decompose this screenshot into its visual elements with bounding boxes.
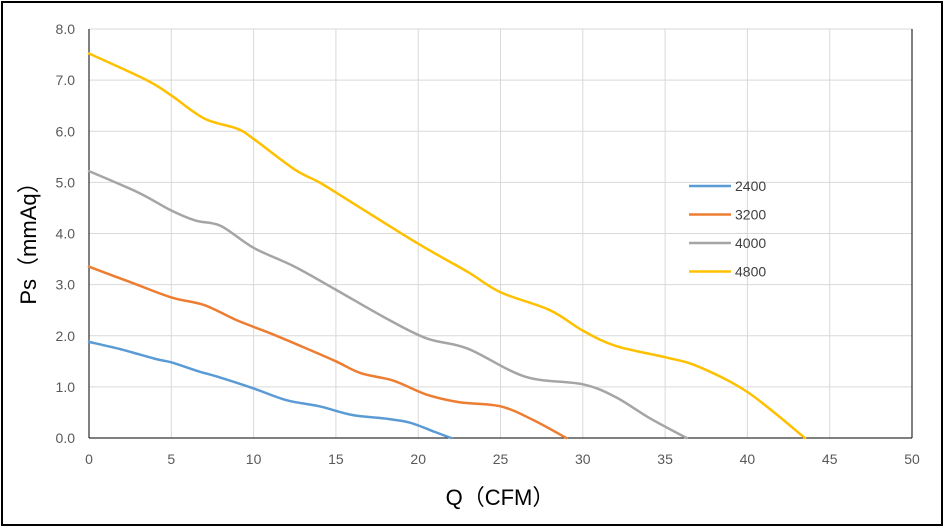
legend-label-2400: 2400 <box>735 178 766 194</box>
y-axis-title: Ps（mmAq） <box>16 171 41 304</box>
y-tick-label: 5.0 <box>56 174 76 190</box>
x-tick-label: 35 <box>657 451 673 467</box>
legend-label-4800: 4800 <box>735 264 766 280</box>
y-tick-label: 1.0 <box>56 379 76 395</box>
x-tick-label: 20 <box>410 451 426 467</box>
legend: 2400 3200 4000 4800 <box>689 178 766 280</box>
y-tick-label: 4.0 <box>56 226 76 242</box>
x-tick-label: 0 <box>85 451 93 467</box>
tick-labels: 0 5 10 15 20 25 30 35 40 45 50 0.0 1.0 2.0 3.0 4.0 5.0 6.… <box>56 21 920 467</box>
x-tick-label: 45 <box>822 451 838 467</box>
y-tick-label: 6.0 <box>56 123 76 139</box>
series-line-4000 <box>87 169 688 440</box>
x-tick-label: 25 <box>493 451 509 467</box>
x-tick-label: 10 <box>246 451 262 467</box>
y-tick-label: 8.0 <box>56 21 76 37</box>
y-tick-label: 3.0 <box>56 277 76 293</box>
x-tick-label: 5 <box>167 451 175 467</box>
x-tick-label: 50 <box>904 451 920 467</box>
axes <box>88 29 913 439</box>
series-line-2400 <box>87 340 453 440</box>
x-tick-label: 30 <box>575 451 591 467</box>
series-line-3200 <box>87 265 568 440</box>
series-line-4800 <box>87 52 807 440</box>
legend-label-4000: 4000 <box>735 235 766 251</box>
series-lines <box>87 52 807 440</box>
x-tick-label: 15 <box>328 451 344 467</box>
y-tick-label: 0.0 <box>56 430 76 446</box>
x-axis-title: Q（CFM） <box>446 485 555 510</box>
legend-label-3200: 3200 <box>735 207 766 223</box>
x-tick-label: 40 <box>740 451 756 467</box>
y-tick-label: 7.0 <box>56 72 76 88</box>
y-tick-label: 2.0 <box>56 328 76 344</box>
grid <box>88 28 913 439</box>
